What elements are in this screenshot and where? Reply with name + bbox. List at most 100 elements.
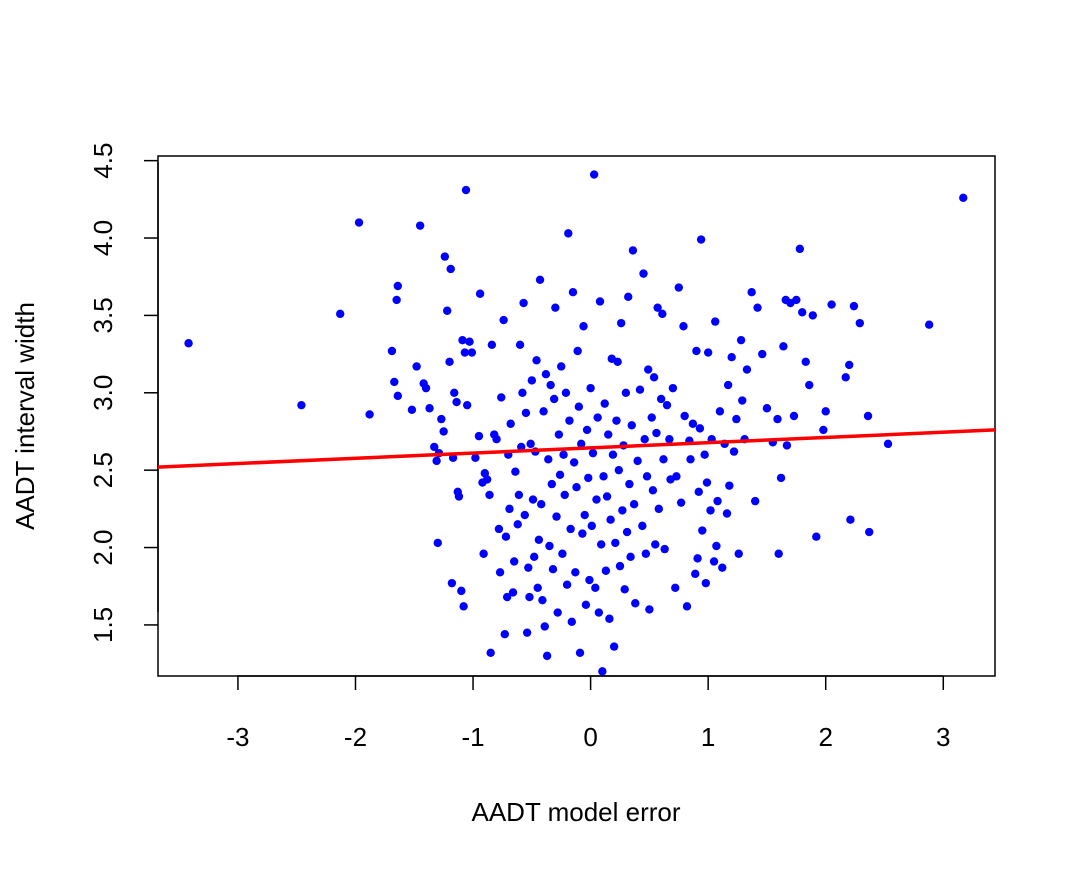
data-point [555, 470, 565, 480]
data-point [647, 413, 656, 422]
data-point [393, 281, 403, 291]
data-point [572, 482, 581, 492]
data-point [539, 407, 548, 416]
x-axis: -3 -2 -1 0 1 2 3 [226, 675, 951, 752]
data-point [336, 309, 345, 319]
data-point [609, 642, 619, 651]
x-tick-label: 0 [583, 722, 597, 752]
data-point [580, 510, 589, 520]
data-point [624, 292, 633, 302]
data-point [582, 425, 592, 435]
data-point [487, 340, 497, 350]
data-point [660, 544, 669, 554]
data-point [676, 498, 686, 507]
data-point [605, 614, 614, 623]
data-point [499, 315, 508, 325]
data-point [450, 388, 459, 397]
data-point [505, 504, 514, 514]
data-point [365, 410, 374, 419]
data-point [863, 411, 873, 421]
data-point [445, 357, 454, 367]
data-point [694, 487, 703, 497]
data-point [541, 370, 551, 379]
data-point [612, 416, 621, 425]
data-point [540, 622, 549, 631]
data-point [805, 380, 814, 390]
data-point [641, 549, 651, 558]
data-point [430, 442, 439, 452]
data-point [553, 608, 562, 617]
data-point [542, 651, 552, 661]
data-point [354, 218, 364, 227]
data-point [696, 235, 706, 244]
data-point [578, 529, 587, 538]
data-point [959, 193, 968, 202]
x-axis-title: AADT model error [471, 797, 680, 827]
x-tick-label: 3 [936, 722, 950, 752]
data-point [461, 185, 471, 195]
y-axis-title: AADT interval width [10, 302, 40, 530]
data-point [564, 229, 573, 238]
y-ticks: 1.5 2.0 2.5 3.0 3.5 4.0 4.5 [88, 143, 158, 643]
data-point [723, 380, 733, 390]
data-point [688, 419, 698, 428]
data-point [680, 411, 689, 421]
data-point [827, 300, 836, 309]
data-point [475, 289, 485, 298]
data-point [658, 309, 667, 319]
y-tick-label: 3.0 [88, 375, 118, 411]
data-point [734, 549, 743, 558]
data-point [712, 541, 721, 551]
data-point [566, 524, 575, 534]
data-point [565, 416, 574, 425]
data-point [631, 599, 640, 608]
data-point [586, 383, 595, 393]
data-point [593, 413, 602, 422]
data-point [486, 648, 495, 657]
y-tick-label: 4.5 [88, 143, 118, 179]
data-point [568, 287, 578, 297]
data-point [715, 407, 725, 416]
data-point [439, 427, 448, 436]
data-point [627, 421, 636, 430]
data-point [773, 414, 782, 424]
data-point [459, 602, 468, 611]
data-point [648, 486, 658, 495]
data-point [706, 506, 715, 515]
data-point [532, 356, 541, 365]
y-tick-label: 4.0 [88, 220, 118, 256]
data-point [297, 400, 306, 410]
data-point [545, 541, 554, 551]
data-point [600, 399, 609, 408]
data-point [616, 318, 626, 328]
data-point [652, 428, 661, 438]
data-point [633, 456, 642, 466]
data-point [538, 595, 547, 605]
data-point [649, 373, 659, 382]
data-point [454, 492, 464, 501]
fit-line [157, 428, 996, 469]
data-point [819, 425, 828, 435]
data-point [703, 348, 713, 357]
data-point [727, 352, 736, 362]
data-point [524, 563, 533, 572]
data-point [711, 317, 720, 326]
data-point [883, 439, 893, 449]
data-point [432, 456, 441, 466]
data-point [620, 585, 629, 594]
data-point [672, 472, 681, 481]
data-point [774, 549, 783, 558]
data-point [460, 348, 470, 357]
data-point [795, 244, 805, 254]
data-point [614, 465, 624, 475]
data-point [458, 335, 467, 345]
data-point [390, 377, 399, 387]
data-point [750, 496, 760, 506]
data-point [447, 578, 457, 588]
data-point [446, 264, 455, 274]
data-point [494, 524, 504, 534]
data-point [518, 388, 527, 397]
data-point [535, 275, 545, 285]
data-point [602, 492, 612, 501]
